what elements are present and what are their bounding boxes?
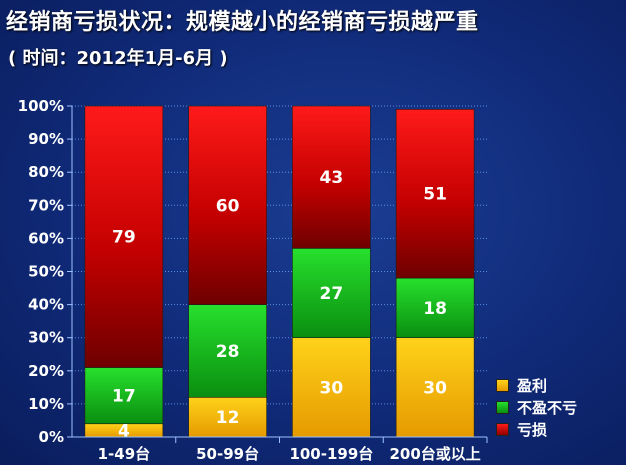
- y-tick-label: 80%: [28, 163, 64, 181]
- chart-legend: 盈利 不盈不亏 亏损: [496, 374, 577, 440]
- y-tick-label: 70%: [28, 196, 64, 214]
- legend-swatch-breakeven: [496, 400, 509, 414]
- bar-segment-loss: [292, 105, 371, 249]
- data-label-profit: 30: [423, 378, 447, 398]
- y-tick-label: 60%: [28, 229, 64, 247]
- data-label-profit: 30: [320, 378, 344, 398]
- data-label-loss: 51: [423, 185, 447, 205]
- y-tick-label: 90%: [28, 130, 64, 148]
- chart-subtitle: ( 时间：2012年1月-6月 ): [8, 48, 228, 69]
- bar-segment-loss: [395, 109, 475, 279]
- data-label-profit: 12: [216, 408, 240, 428]
- data-label-loss: 43: [320, 168, 344, 188]
- bar-segment-profit: [292, 337, 371, 438]
- x-tick-label: 100-199台: [289, 445, 373, 463]
- y-tick-label: 100%: [18, 97, 64, 115]
- data-label-breakeven: 17: [112, 387, 136, 407]
- legend-label-breakeven: 不盈不亏: [517, 398, 578, 417]
- bar-segment-breakeven: [395, 277, 475, 338]
- legend-swatch-loss: [496, 422, 509, 436]
- x-tick-label: 1-49台: [98, 445, 151, 463]
- legend-item-profit: 盈利: [496, 374, 577, 396]
- bar-segment-breakeven: [292, 248, 371, 339]
- y-tick-label: 10%: [28, 395, 64, 413]
- bar-segment-breakeven: [84, 367, 164, 425]
- y-tick-label: 20%: [28, 362, 64, 380]
- y-tick-label: 50%: [28, 263, 64, 281]
- legend-label-profit: 盈利: [517, 376, 548, 395]
- data-label-breakeven: 28: [216, 342, 240, 362]
- bar-segment-profit: [395, 337, 475, 438]
- legend-item-breakeven: 不盈不亏: [496, 396, 577, 418]
- legend-label-loss: 亏损: [517, 420, 548, 439]
- chart-title: 经销商亏损状况：规模越小的经销商亏损越严重: [6, 10, 479, 35]
- x-tick-label: 200台或以上: [389, 445, 480, 463]
- bar-segment-loss: [188, 105, 267, 305]
- x-tick-label: 50-99台: [196, 445, 259, 463]
- legend-item-loss: 亏损: [496, 418, 577, 440]
- legend-swatch-profit: [496, 378, 509, 392]
- data-label-breakeven: 27: [320, 284, 344, 304]
- data-label-breakeven: 18: [423, 299, 447, 319]
- y-tick-label: 40%: [28, 296, 64, 314]
- data-label-loss: 79: [112, 228, 136, 248]
- data-label-loss: 60: [216, 196, 240, 216]
- bar-segment-loss: [84, 105, 164, 368]
- y-tick-label: 0%: [39, 428, 64, 446]
- y-tick-label: 30%: [28, 329, 64, 347]
- data-label-profit: 4: [118, 421, 130, 441]
- bar-segment-breakeven: [188, 304, 267, 398]
